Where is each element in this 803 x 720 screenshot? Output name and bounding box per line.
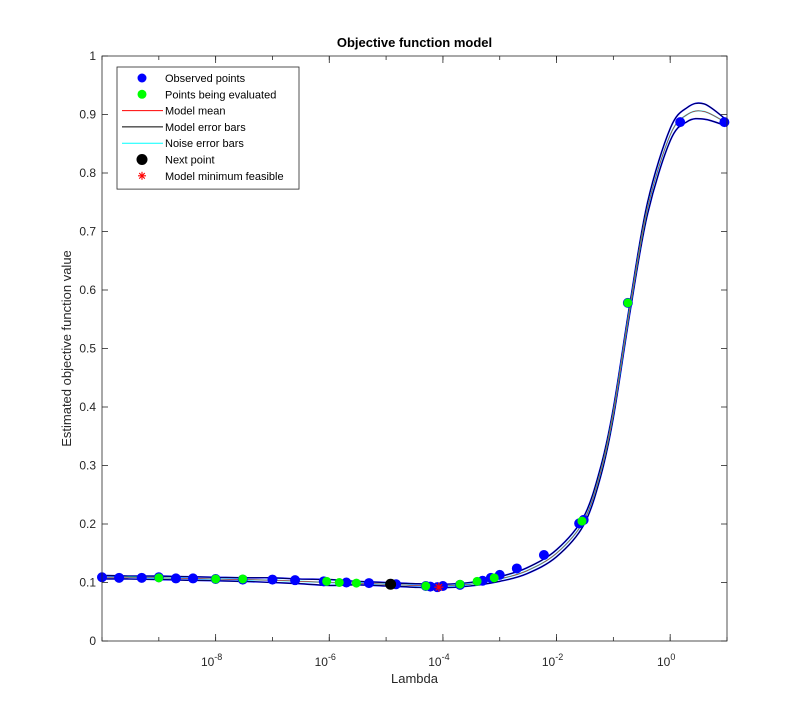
observed-point — [188, 573, 199, 584]
y-tick-label: 0.3 — [79, 459, 96, 473]
legend: Observed points Points being evaluated Mod… — [116, 66, 300, 190]
plot-area — [97, 102, 730, 593]
model-error-bar-lower — [101, 118, 728, 589]
legend-marker — [136, 154, 148, 165]
y-tick-label: 0.5 — [79, 342, 96, 356]
evaluating-point — [211, 574, 221, 584]
legend-label: Noise error bars — [165, 138, 244, 150]
observed-point — [170, 573, 181, 584]
legend-label: Model minimum feasible — [165, 171, 284, 183]
evaluating-point — [455, 579, 465, 589]
evaluating-point — [623, 298, 633, 308]
y-tick-label: 0.4 — [79, 400, 96, 414]
observed-point — [719, 117, 730, 128]
next-point-marker — [385, 578, 397, 590]
evaluating-point — [489, 573, 499, 583]
x-tick-label: 10-4 — [428, 652, 449, 669]
x-tick-label: 10-8 — [201, 652, 222, 669]
evaluating-point — [472, 576, 482, 586]
y-tick-label: 0.8 — [79, 166, 96, 180]
y-tick-label: 0.2 — [79, 517, 96, 531]
legend-item: Observed points — [137, 73, 246, 85]
x-tick-label: 100 — [657, 652, 675, 669]
observed-point — [511, 563, 522, 574]
observed-point — [114, 572, 125, 583]
observed-point — [675, 117, 686, 128]
legend-label: Observed points — [165, 73, 246, 85]
x-axis-label: Lambda — [391, 671, 439, 686]
legend-marker — [137, 89, 147, 99]
legend-item: Points being evaluated — [137, 89, 276, 101]
legend-star-stroke — [138, 172, 146, 179]
observed-point — [290, 575, 301, 586]
evaluating-point — [154, 573, 164, 583]
legend-box — [116, 66, 300, 190]
y-axis-label: Estimated objective function value — [59, 250, 74, 447]
y-tick-label: 0.7 — [79, 225, 96, 239]
observed-point — [136, 572, 147, 583]
x-tick-label: 10-2 — [542, 652, 563, 669]
legend-label: Points being evaluated — [165, 89, 276, 101]
observed-point — [267, 574, 278, 585]
evaluating-point — [334, 578, 344, 587]
model-error-bar-upper — [101, 102, 728, 585]
legend-item: Model mean — [122, 106, 226, 118]
evaluating-point — [351, 578, 361, 588]
y-tick-label: 0 — [89, 634, 96, 648]
evaluating-point — [238, 574, 248, 584]
legend-item: Model minimum feasible — [138, 171, 284, 183]
legend-item: Model error bars — [122, 122, 246, 134]
model-minimum-marker — [434, 582, 444, 592]
evaluating-point — [577, 516, 587, 526]
axes: 0 0.1 0.2 0.3 0.4 0.5 0.6 0.7 0.8 0.9 1 10-8 10-6 10-… — [79, 49, 728, 669]
star-stroke — [435, 583, 443, 591]
legend-marker — [137, 73, 147, 83]
chart-title: Objective function model — [337, 35, 492, 50]
y-tick-label: 0.9 — [79, 108, 96, 122]
model-mean-line — [101, 110, 728, 587]
legend-item: Next point — [136, 154, 215, 167]
observed-point — [363, 578, 374, 589]
y-tick-label: 0.6 — [79, 283, 96, 297]
evaluating-point — [322, 576, 332, 586]
evaluating-point — [421, 581, 431, 591]
legend-label: Model error bars — [165, 122, 246, 134]
legend-label: Next point — [165, 155, 215, 167]
legend-item: Noise error bars — [122, 138, 244, 150]
y-tick-label: 1 — [89, 49, 96, 63]
observed-point — [538, 550, 549, 561]
x-tick-label: 10-6 — [315, 652, 336, 669]
y-tick-label: 0.1 — [79, 576, 96, 590]
legend-label: Model mean — [165, 106, 226, 118]
